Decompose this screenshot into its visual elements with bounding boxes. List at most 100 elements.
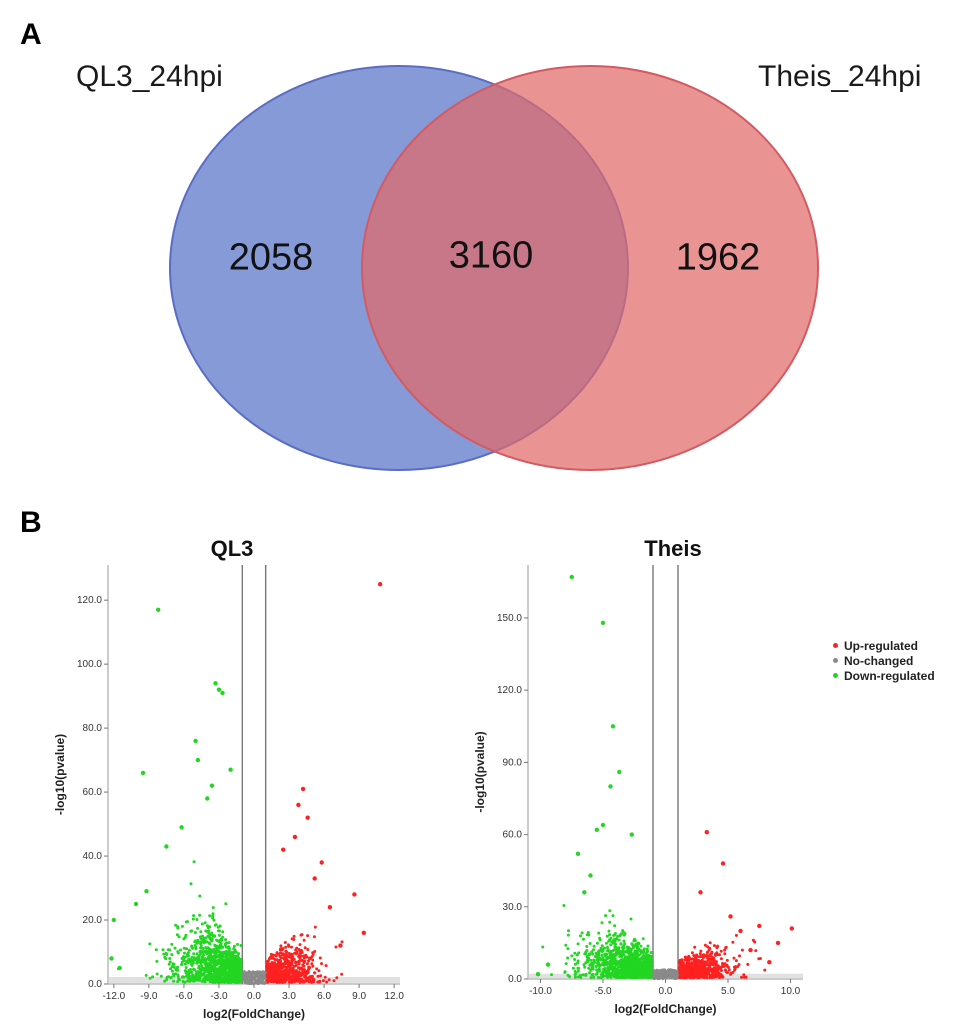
down-point: [613, 933, 617, 937]
legend-item-no-change: No-changed: [833, 653, 935, 668]
down-point: [582, 963, 586, 967]
up-point: [742, 975, 746, 979]
down-point: [626, 950, 629, 954]
up-point: [734, 933, 738, 937]
down-point: [213, 955, 217, 959]
down-point: [204, 949, 208, 953]
no-change-point: [246, 973, 249, 977]
down-point: [198, 935, 202, 939]
down-point: [611, 949, 615, 953]
down-point: [144, 973, 148, 977]
down-point: [216, 954, 220, 958]
down-outlier-point: [588, 873, 593, 878]
up-point: [292, 964, 296, 968]
down-point: [600, 944, 604, 948]
down-point: [231, 976, 235, 980]
down-point: [201, 934, 205, 938]
down-point: [184, 960, 188, 963]
no-change-point: [658, 970, 661, 974]
y-axis-label: -log10(pvalue): [53, 734, 67, 815]
up-point: [302, 964, 306, 968]
venn-count-ql3-only: 2058: [228, 236, 314, 279]
down-point: [192, 952, 196, 956]
down-point: [176, 925, 180, 929]
up-point: [298, 979, 302, 983]
down-point: [642, 947, 646, 951]
no-change-point: [658, 973, 662, 976]
down-point: [226, 956, 230, 960]
down-point: [205, 940, 209, 944]
up-point: [694, 958, 698, 962]
down-point: [636, 974, 640, 978]
down-point: [239, 944, 243, 947]
down-point: [599, 976, 603, 980]
down-point: [606, 956, 610, 960]
down-point: [609, 936, 613, 940]
y-tick-label: 120.0: [77, 595, 102, 606]
down-point: [614, 963, 618, 967]
no-change-point: [676, 973, 679, 976]
down-outlier-point: [164, 844, 169, 849]
up-point: [678, 974, 682, 978]
down-point: [611, 959, 615, 963]
up-point: [753, 940, 757, 944]
down-point: [170, 965, 174, 968]
up-point: [708, 954, 712, 957]
no-change-point: [662, 969, 665, 972]
no-change-point: [249, 982, 252, 985]
down-outlier-point: [228, 767, 233, 772]
up-outlier-point: [281, 847, 286, 852]
up-point: [734, 959, 738, 963]
no-change-point: [661, 971, 664, 974]
no-change-point: [252, 981, 255, 984]
down-point: [155, 972, 159, 976]
down-point: [648, 964, 652, 968]
no-change-point: [255, 982, 259, 985]
down-point: [172, 974, 176, 978]
down-point: [641, 937, 645, 941]
no-change-point: [246, 982, 250, 985]
up-point: [692, 974, 696, 978]
volcano-plot-ql3: -12.0 -9.0 -6.0 -3.0 0.0 3.0 6.0 9.0 12.0 0.0 20.0…: [53, 565, 404, 1021]
down-point: [202, 977, 206, 981]
down-point: [221, 935, 225, 939]
down-point: [207, 963, 211, 967]
up-point: [722, 962, 726, 966]
down-point: [190, 970, 194, 974]
no-change-point: [254, 976, 257, 979]
no-change-point: [653, 975, 656, 978]
no-change-point: [675, 976, 678, 980]
down-point: [619, 975, 623, 979]
down-point: [185, 947, 188, 951]
down-point: [211, 950, 215, 954]
down-point: [170, 942, 174, 946]
down-point: [592, 975, 596, 979]
up-point: [323, 975, 327, 979]
no-change-point: [261, 977, 264, 980]
up-point: [272, 975, 276, 978]
no-change-point: [242, 977, 245, 980]
down-point: [195, 952, 199, 956]
down-point: [587, 933, 591, 937]
down-point: [589, 962, 593, 966]
up-point: [285, 972, 289, 976]
up-point: [308, 978, 312, 982]
up-point: [695, 953, 699, 957]
down-point: [610, 955, 614, 959]
up-point: [684, 966, 688, 970]
down-point: [233, 962, 237, 966]
down-point: [236, 942, 239, 946]
up-point: [311, 952, 315, 956]
up-point: [299, 966, 302, 970]
down-point: [183, 980, 187, 984]
down-point: [641, 957, 645, 961]
down-point: [635, 946, 639, 950]
down-point: [587, 966, 591, 970]
up-outlier-point: [292, 834, 298, 840]
up-point: [691, 957, 695, 961]
up-point: [287, 980, 291, 984]
up-point: [332, 979, 336, 983]
down-point: [191, 917, 195, 921]
down-point: [619, 933, 623, 936]
down-outlier-point: [213, 681, 218, 686]
